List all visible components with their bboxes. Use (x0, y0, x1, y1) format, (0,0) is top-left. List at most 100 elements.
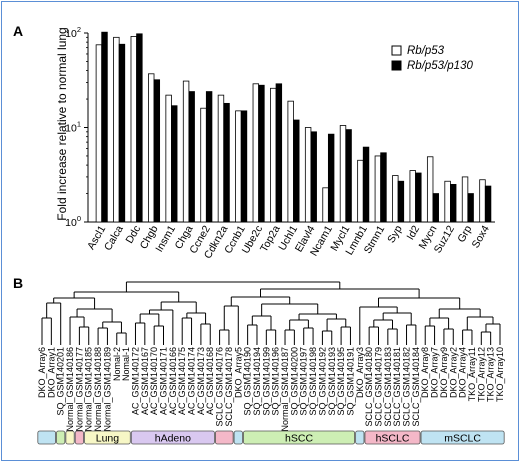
leaf-label: SQ_GSM140194 (252, 347, 262, 416)
bar-ncam1-rb-p53-p130 (327, 133, 335, 223)
leaf-label: Nomal-1 (121, 347, 131, 381)
leaf-label: AC_GSM140166 (168, 347, 178, 415)
leaf-label: SCLC_GSM140178 (224, 347, 234, 427)
bar-grp-rb-p53 (461, 176, 469, 223)
bar-chgb-rb-p53 (148, 73, 155, 223)
y-axis-label: Fold increase relative to normal lung (55, 27, 69, 220)
bar-elavl4-rb-p53 (304, 127, 312, 223)
group-box-unlabeled (233, 430, 243, 445)
bar-sox4-rb-p53 (479, 179, 486, 223)
bar-uchl1-rb-p53-p130 (293, 119, 300, 223)
leaf-label: DKO_Array3 (355, 347, 365, 398)
leaf-label: SCLC_GSM140180 (364, 347, 374, 427)
bar-sox4-rb-p53-p130 (484, 185, 492, 223)
y-tick-label: 101 (65, 120, 81, 135)
leaf-label: AC_GSM140168 (205, 347, 215, 415)
panel-a-label: A (13, 23, 23, 39)
group-box-hsclc (364, 430, 421, 445)
bar-id2-rb-p53-p130 (415, 172, 422, 223)
leaf-label: AC_GSM140175 (177, 347, 187, 415)
bar-mycl1-rb-p53 (339, 125, 347, 223)
leaf-label: Nomal-2 (112, 347, 122, 381)
leaf-label: Normal_GSM140177 (74, 347, 84, 432)
leaf-label: SCLC_GSM140176 (215, 347, 225, 427)
bar-ncam1-rb-p53 (322, 187, 329, 223)
group-box-unlabeled (56, 430, 66, 445)
bar-calca-rb-p53-p130 (118, 43, 126, 223)
leaf-label: SQ_GSM140191 (345, 347, 355, 416)
group-box-unlabeled (355, 430, 365, 445)
bar-stmn1-rb-p53-p130 (380, 152, 387, 223)
leaf-label: DKO_Array5 (233, 347, 243, 398)
leaf-label: Normal_GSM140186 (65, 347, 75, 432)
bar-ccne2-rb-p53 (200, 107, 207, 223)
bar-ascl1-rb-p53 (95, 44, 103, 223)
bar-top2a-rb-p53-p130 (275, 83, 283, 223)
bar-ascl1-rb-p53-p130 (101, 31, 108, 223)
leaf-label: AC_GSM140172 (130, 347, 140, 415)
group-box-msclc (420, 430, 505, 445)
group-box-unlabeled (37, 430, 56, 445)
bar-lmnb1-rb-p53 (357, 159, 364, 223)
leaf-label: SQ_GSM140195 (336, 347, 346, 416)
leaf-label: SQ_GSM140201 (56, 347, 66, 416)
leaf-label: Normal_GSM140187 (280, 347, 290, 432)
leaf-label: SCLC_GSM140183 (383, 347, 393, 427)
panel-b-label: B (13, 275, 23, 291)
group-box-hadeno (130, 430, 215, 445)
bar-cdkn2a-rb-p53 (217, 94, 225, 223)
leaf-label: DKO_Array9 (439, 347, 449, 398)
leaf-label: AC_GSM140170 (149, 347, 159, 415)
leaf-label: SCLC_GSM140182 (402, 347, 412, 427)
leaf-label: DKO_Array1 (46, 347, 56, 398)
bar-mycl1-rb-p53-p130 (345, 129, 352, 223)
leaf-label: DKO_Array2 (448, 347, 458, 398)
group-label-hscc: hSCC (285, 433, 313, 445)
group-label-hsclc: hSCLC (376, 433, 410, 445)
legend-swatch-rb-p53-p130 (391, 60, 402, 71)
bar-ube2c-rb-p53 (252, 83, 260, 223)
bar-mycn-rb-p53-p130 (432, 193, 439, 223)
legend-label-rb-p53: Rb/p53 (407, 45, 445, 57)
x-tick-label: Sox4 (470, 223, 492, 250)
leaf-label: DKO_Array4 (458, 347, 468, 398)
bar-chgb-rb-p53-p130 (153, 79, 161, 223)
leaf-label: TKO_Array12 (476, 347, 486, 402)
group-label-lung: Lung (96, 433, 120, 445)
group-label-hadeno: hAdeno (155, 433, 191, 445)
x-tick-label: Syp (385, 223, 405, 245)
bar-calca-rb-p53 (113, 36, 120, 223)
leaf-label: Normal_GSM140185 (84, 347, 94, 432)
bar-insm1-rb-p53-p130 (171, 105, 178, 223)
bar-mycn-rb-p53 (426, 156, 434, 223)
leaf-label: AC_GSM140173 (196, 347, 206, 415)
bar-elavl4-rb-p53-p130 (310, 131, 317, 223)
legend-swatch-rb-p53 (391, 45, 402, 56)
y-tick-label: 100 (65, 214, 81, 229)
bar-cdkn2a-rb-p53-p130 (223, 102, 230, 223)
leaf-label: AC_GSM140171 (159, 347, 169, 415)
leaf-label: SQ_GSM140190 (243, 347, 253, 416)
bar-ddc-rb-p53 (130, 36, 137, 223)
leaf-label: SQ_GSM140192 (317, 347, 327, 416)
leaf-label: AC_GSM140174 (187, 347, 197, 415)
bar-id2-rb-p53 (409, 170, 416, 223)
bar-ddc-rb-p53-p130 (136, 33, 143, 223)
legend-label-rb-p53-p130: Rb/p53/p130 (407, 60, 473, 72)
leaf-label: Normal_GSM140189 (102, 347, 112, 432)
bar-chga-rb-p53 (182, 80, 190, 223)
leaf-label: TKO_Array13 (486, 347, 496, 402)
bar-stmn1-rb-p53 (374, 155, 382, 223)
bar-syp-rb-p53 (392, 175, 399, 223)
group-box-unlabeled (215, 430, 234, 445)
leaf-label: DKO_Array8 (420, 347, 430, 398)
leaf-label: SQ_GSM140198 (308, 347, 318, 416)
leaf-label: DKO_Array7 (430, 347, 440, 398)
bar-syp-rb-p53-p130 (397, 180, 405, 223)
bar-ccne2-rb-p53-p130 (205, 91, 213, 223)
bar-ccnb1-rb-p53 (235, 110, 242, 223)
leaf-label: SCLC_GSM140181 (392, 347, 402, 427)
leaf-label: SCLC_GSM140184 (411, 347, 421, 427)
bar-chga-rb-p53-p130 (188, 91, 195, 223)
